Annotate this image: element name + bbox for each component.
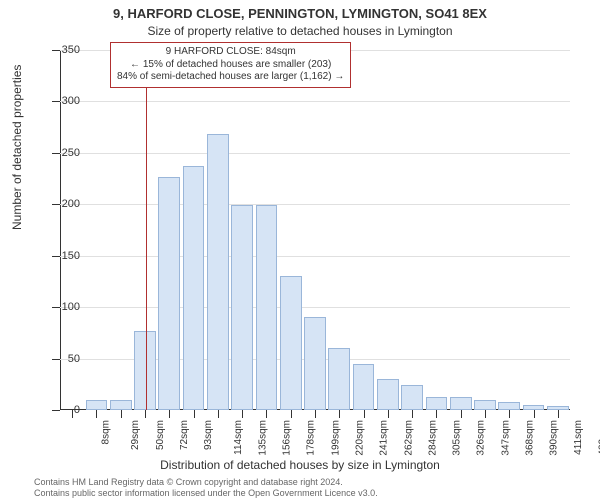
x-tick-label: 347sqm <box>500 420 511 456</box>
x-tick-label: 72sqm <box>179 420 190 450</box>
x-tick-label: 326sqm <box>476 420 487 456</box>
histogram-bar <box>474 400 496 410</box>
x-tick <box>558 410 559 418</box>
x-tick <box>339 410 340 418</box>
grid-line <box>60 204 570 205</box>
histogram-bar <box>426 397 448 410</box>
y-tick-label: 150 <box>46 250 80 262</box>
x-tick <box>412 410 413 418</box>
histogram-bar <box>353 364 375 410</box>
histogram-bar <box>256 205 278 410</box>
x-tick <box>242 410 243 418</box>
chart-subtitle: Size of property relative to detached ho… <box>0 24 600 38</box>
x-tick-label: 50sqm <box>155 420 166 450</box>
x-tick <box>145 410 146 418</box>
x-tick-label: 411sqm <box>572 420 583 455</box>
x-tick <box>121 410 122 418</box>
grid-line <box>60 256 570 257</box>
histogram-bar <box>110 400 132 410</box>
histogram-bar <box>280 276 302 410</box>
histogram-bar <box>377 379 399 410</box>
x-tick-label: 156sqm <box>282 420 293 456</box>
histogram-bar <box>207 134 229 410</box>
plot-area <box>60 50 570 410</box>
x-tick <box>485 410 486 418</box>
callout-box: 9 HARFORD CLOSE: 84sqm← 15% of detached … <box>110 42 351 88</box>
callout-line-1: 9 HARFORD CLOSE: 84sqm <box>117 46 344 59</box>
grid-line <box>60 307 570 308</box>
x-tick-label: 241sqm <box>379 420 390 456</box>
x-tick-label: 305sqm <box>452 420 463 456</box>
x-tick-label: 135sqm <box>257 420 268 456</box>
x-tick <box>364 410 365 418</box>
x-tick <box>169 410 170 418</box>
x-tick <box>436 410 437 418</box>
x-tick-label: 29sqm <box>130 420 141 450</box>
histogram-bar <box>86 400 108 410</box>
callout-line-3: 84% of semi-detached houses are larger (… <box>117 71 344 84</box>
x-tick <box>291 410 292 418</box>
x-tick-label: 178sqm <box>306 420 317 456</box>
x-tick <box>388 410 389 418</box>
histogram-bar <box>183 166 205 410</box>
grid-line <box>60 101 570 102</box>
histogram-bar <box>328 348 350 410</box>
x-tick-label: 93sqm <box>203 420 214 450</box>
x-axis-title: Distribution of detached houses by size … <box>0 458 600 472</box>
y-tick-label: 50 <box>46 353 80 365</box>
histogram-bar <box>158 177 180 410</box>
histogram-bar <box>450 397 472 410</box>
x-tick <box>315 410 316 418</box>
x-tick-label: 114sqm <box>232 420 243 455</box>
chart-title: 9, HARFORD CLOSE, PENNINGTON, LYMINGTON,… <box>0 6 600 21</box>
y-axis-title: Number of detached properties <box>10 65 24 230</box>
histogram-bar <box>231 205 253 410</box>
y-tick-label: 0 <box>46 404 80 416</box>
y-tick-label: 200 <box>46 198 80 210</box>
y-tick-label: 300 <box>46 95 80 107</box>
footer-line-1: Contains HM Land Registry data © Crown c… <box>34 477 378 487</box>
y-tick-label: 100 <box>46 301 80 313</box>
x-tick <box>96 410 97 418</box>
x-tick <box>194 410 195 418</box>
x-tick-label: 368sqm <box>525 420 536 456</box>
x-tick-label: 262sqm <box>403 420 414 456</box>
x-tick-label: 199sqm <box>330 420 341 456</box>
histogram-bar <box>401 385 423 410</box>
x-tick <box>218 410 219 418</box>
histogram-bar <box>134 331 156 410</box>
x-tick-label: 8sqm <box>101 420 112 444</box>
y-tick-label: 350 <box>46 44 80 56</box>
x-tick <box>266 410 267 418</box>
y-tick-label: 250 <box>46 147 80 159</box>
callout-line-2: ← 15% of detached houses are smaller (20… <box>117 59 344 72</box>
footer-attribution: Contains HM Land Registry data © Crown c… <box>34 477 378 498</box>
grid-line <box>60 153 570 154</box>
x-tick <box>534 410 535 418</box>
x-tick-label: 220sqm <box>355 420 366 456</box>
x-tick <box>461 410 462 418</box>
reference-marker-line <box>146 50 147 410</box>
chart-container: 9, HARFORD CLOSE, PENNINGTON, LYMINGTON,… <box>0 0 600 500</box>
x-tick-label: 390sqm <box>549 420 560 456</box>
histogram-bar <box>304 317 326 410</box>
histogram-bar <box>498 402 520 410</box>
x-tick <box>509 410 510 418</box>
x-tick-label: 284sqm <box>427 420 438 456</box>
footer-line-2: Contains public sector information licen… <box>34 488 378 498</box>
